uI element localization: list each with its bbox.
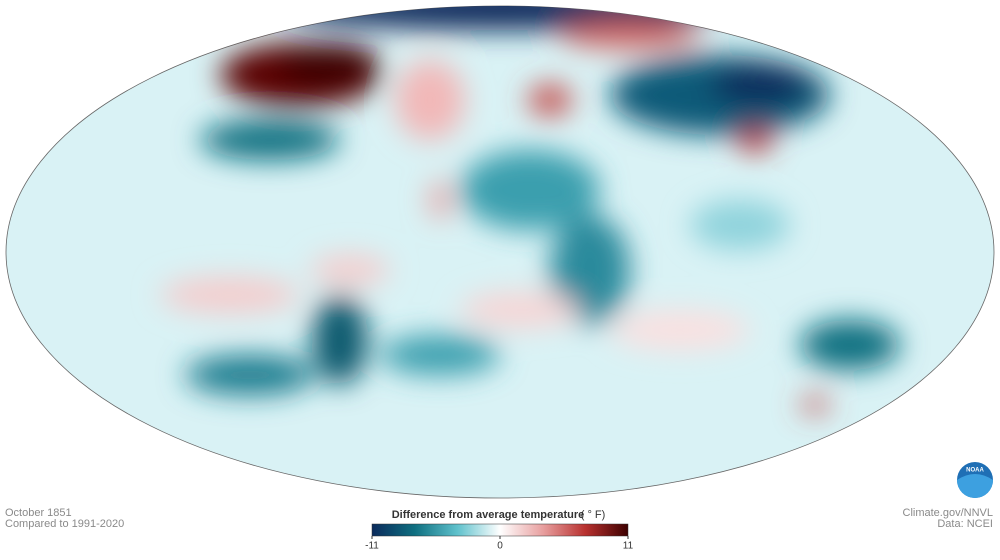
logo-text: NOAA [966, 468, 984, 474]
legend-unit: ( ° F) [581, 509, 606, 521]
credit-data: Data: NCEI [937, 518, 993, 530]
tick-label: 0 [497, 541, 503, 552]
credit-source: Climate.gov/NNVL [903, 507, 993, 519]
globe-outline [5, 5, 995, 499]
tick-label: -11 [365, 541, 379, 552]
caption-baseline: Compared to 1991-2020 [5, 518, 124, 530]
noaa-logo: NOAA [957, 462, 993, 498]
globe [5, 5, 995, 499]
legend-title: Difference from average temperature [392, 509, 585, 521]
tick-label: 11 [623, 541, 634, 552]
anomaly-field [160, 6, 900, 413]
legend: Difference from average temperature ( ° … [365, 509, 633, 552]
caption-date: October 1851 [5, 507, 72, 519]
colorbar [371, 523, 629, 537]
